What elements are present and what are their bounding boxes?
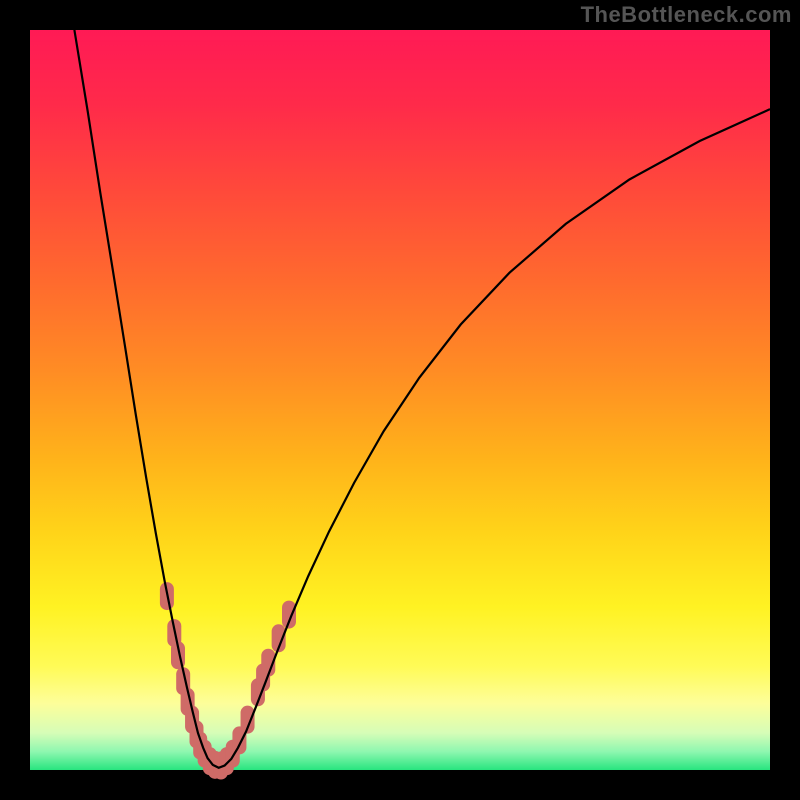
chart-svg <box>0 0 800 800</box>
watermark-text: TheBottleneck.com <box>581 2 792 28</box>
plot-background <box>30 30 770 770</box>
figure-root: TheBottleneck.com <box>0 0 800 800</box>
